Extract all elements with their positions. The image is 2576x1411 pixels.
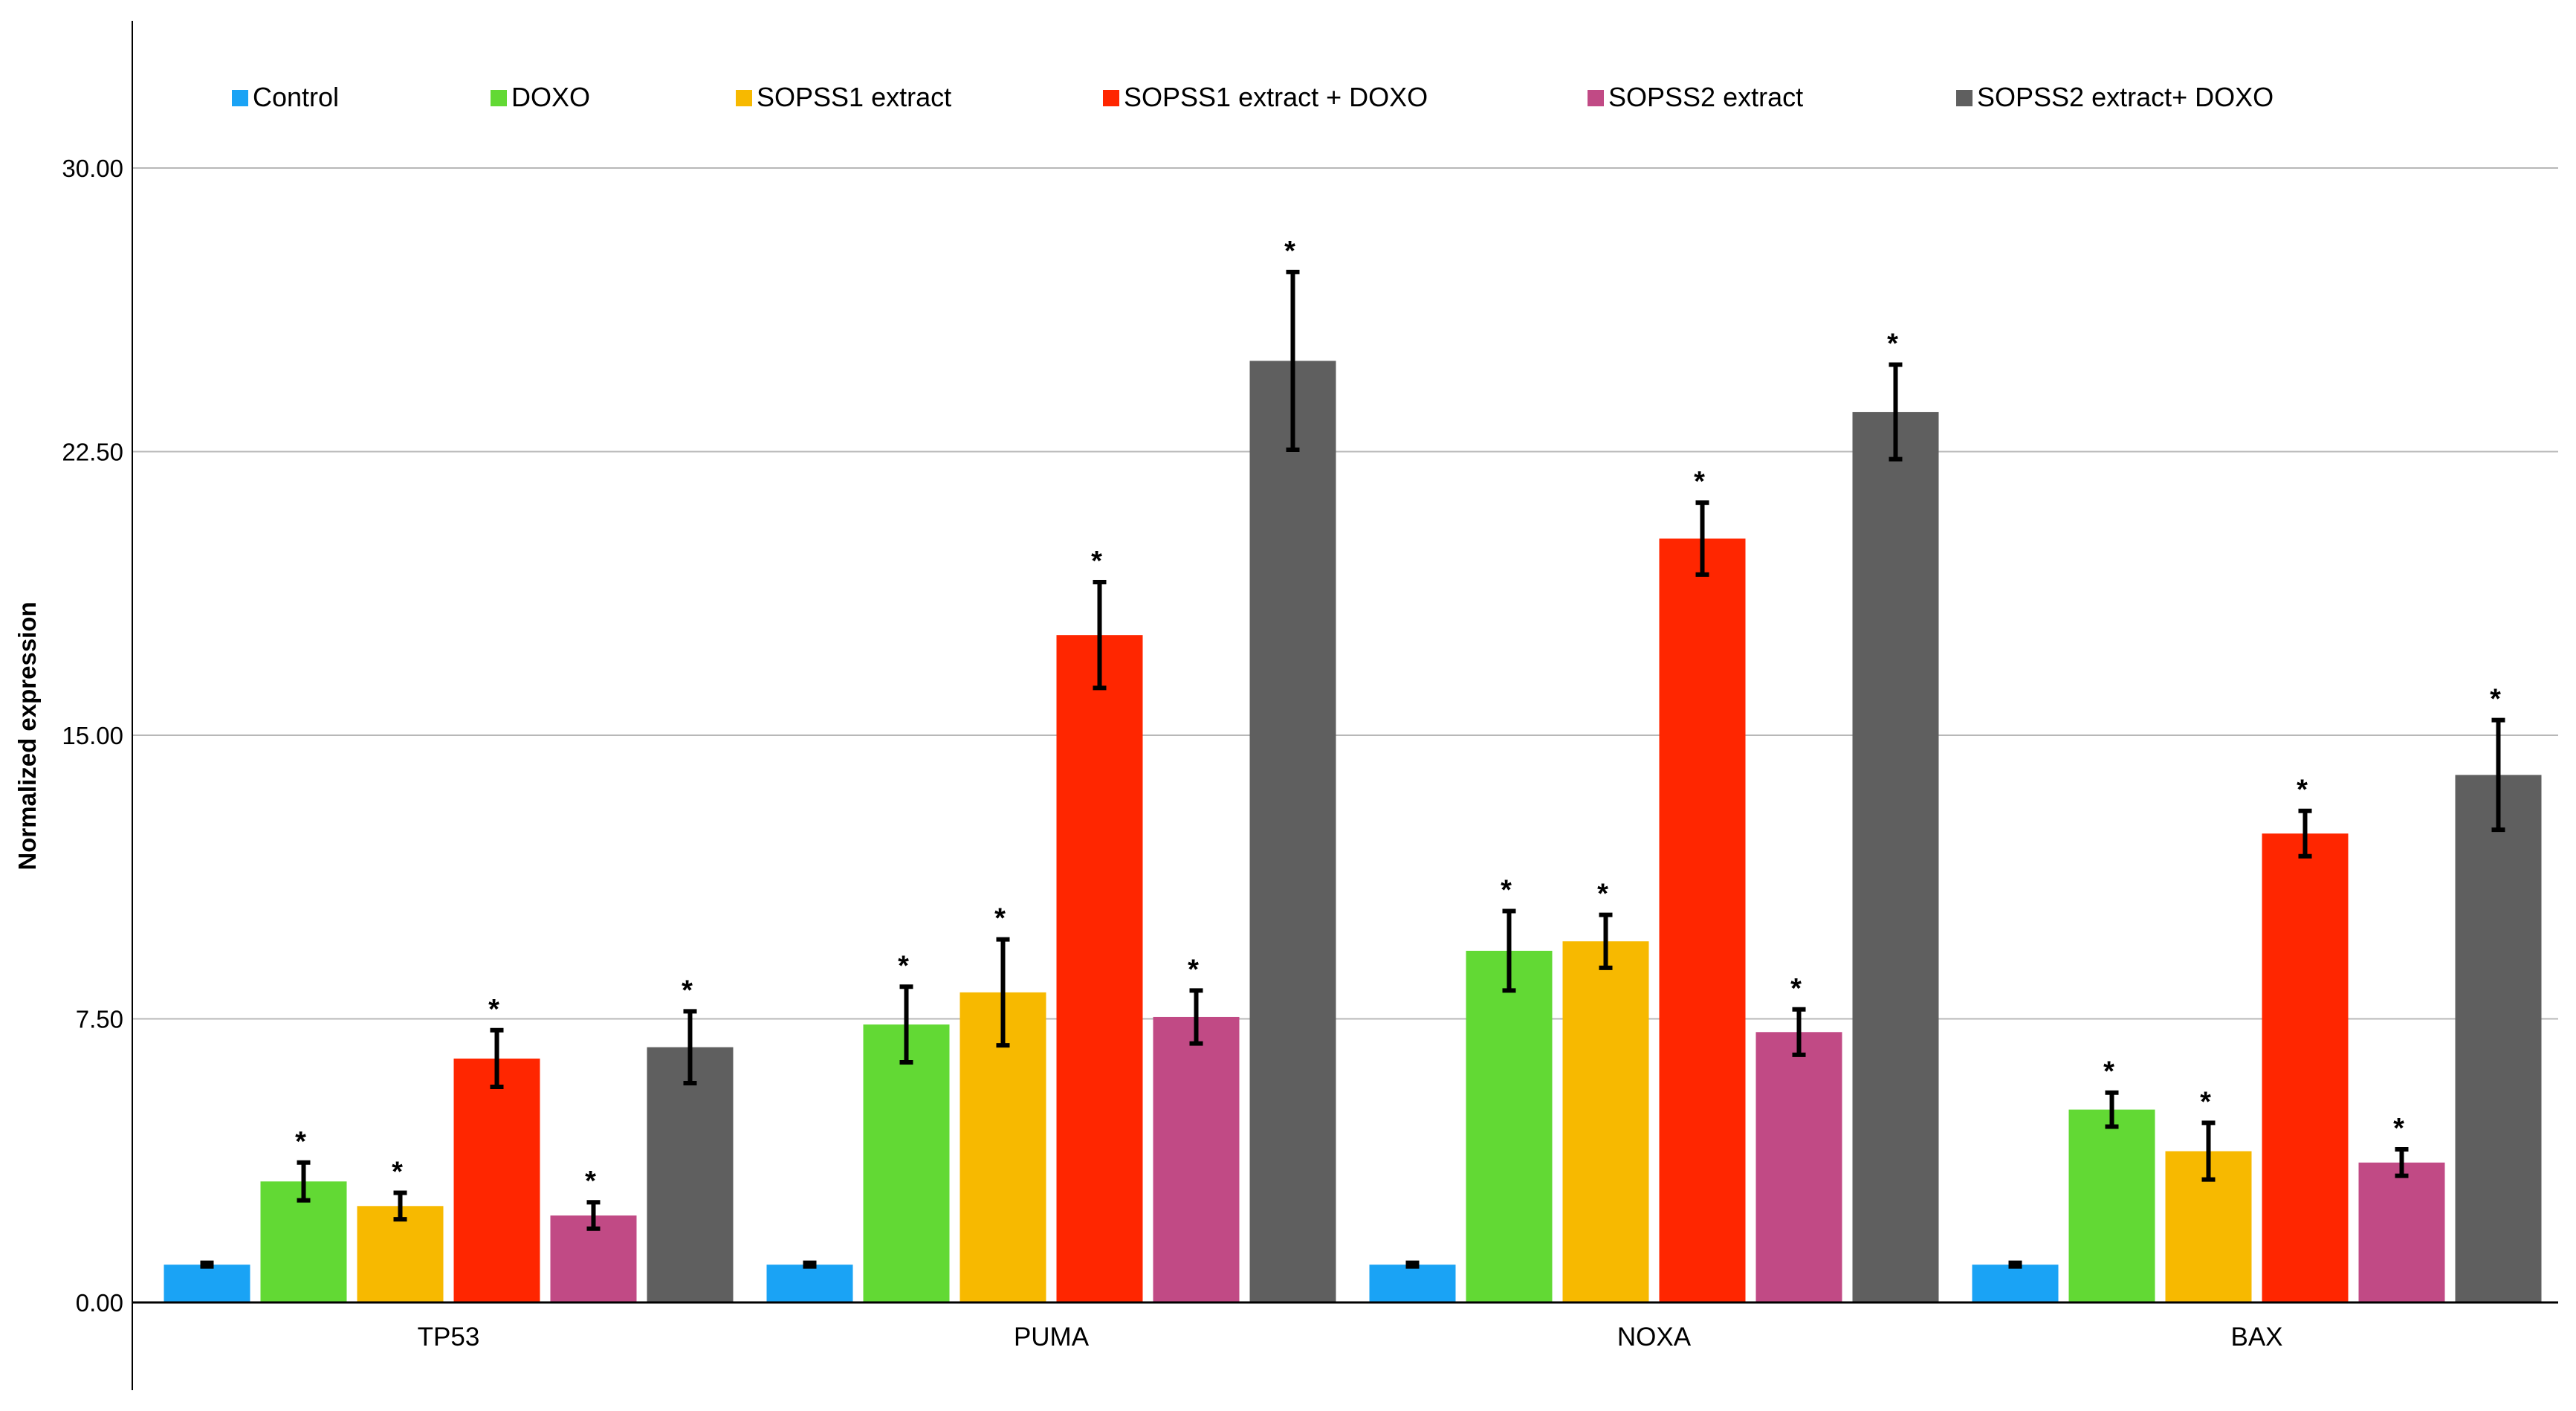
legend-swatch [736, 90, 752, 106]
significance-star: * [2490, 684, 2501, 715]
bar [1972, 1265, 2059, 1302]
grid-lines [132, 167, 2558, 1020]
legend-label: SOPSS2 extract+ DOXO [1977, 82, 2274, 112]
significance-star: * [2393, 1113, 2404, 1144]
y-tick-label: 22.50 [62, 439, 123, 466]
bar [453, 1058, 540, 1302]
significance-star: * [488, 994, 499, 1025]
bar [766, 1265, 853, 1302]
significance-star: * [994, 903, 1006, 934]
bar [1369, 1265, 1456, 1302]
bar [2262, 833, 2349, 1302]
significance-star: * [898, 950, 909, 981]
significance-star: * [2103, 1056, 2114, 1088]
axes [132, 21, 2558, 1390]
significance-star: * [1501, 875, 1512, 906]
x-category-label: BAX [2230, 1323, 2282, 1352]
x-category-label: PUMA [1014, 1323, 1090, 1352]
significance-star: * [1091, 546, 1102, 577]
legend-label: SOPSS1 extract + DOXO [1124, 82, 1428, 112]
y-tick-label: 30.00 [62, 155, 123, 182]
legend-label: DOXO [511, 82, 590, 112]
significance-star: * [295, 1126, 306, 1157]
legend-swatch [232, 90, 248, 106]
bar [647, 1047, 734, 1302]
legend-label: SOPSS2 extract [1608, 82, 1803, 112]
y-tick-labels: 0.00 7.50 15.00 22.50 30.00 [62, 155, 123, 1317]
error-bars [200, 269, 2505, 1269]
bar [1852, 412, 1939, 1302]
bar [863, 1024, 950, 1302]
bars [164, 361, 2542, 1302]
significance-markers: * * * * * * * * * * * * * * * * * * * * [295, 236, 2501, 1197]
bar [1562, 941, 1649, 1302]
legend-swatch [1103, 90, 1119, 106]
bar [1249, 361, 1336, 1302]
bar [1153, 1016, 1240, 1302]
legend-swatch [491, 90, 507, 106]
legend-swatch [1956, 90, 1973, 106]
significance-star: * [682, 975, 693, 1006]
bar [2455, 775, 2542, 1302]
significance-star: * [1284, 236, 1295, 267]
significance-star: * [1188, 954, 1199, 985]
significance-star: * [1887, 329, 1898, 360]
x-category-labels: TP53 PUMA NOXA BAX [418, 1323, 2283, 1352]
legend-label: SOPSS1 extract [757, 82, 951, 112]
y-tick-label: 15.00 [62, 722, 123, 749]
bar [1056, 635, 1143, 1302]
legend-label: Control [253, 82, 339, 112]
significance-star: * [1597, 879, 1608, 910]
y-tick-label: 0.00 [76, 1289, 123, 1317]
y-axis-label: Normalized expression [13, 601, 41, 870]
y-tick-label: 7.50 [76, 1006, 123, 1033]
bar [1659, 538, 1746, 1302]
significance-star: * [392, 1156, 403, 1187]
x-category-label: TP53 [418, 1323, 480, 1352]
significance-star: * [1694, 466, 1705, 497]
legend-swatch [1588, 90, 1604, 106]
significance-star: * [585, 1166, 596, 1197]
bar [164, 1265, 250, 1302]
bar [1755, 1032, 1842, 1302]
significance-star: * [2297, 775, 2308, 806]
bar [2068, 1109, 2155, 1302]
bar [1466, 950, 1553, 1302]
significance-star: * [2200, 1086, 2211, 1117]
x-category-label: NOXA [1617, 1323, 1692, 1352]
bar [357, 1206, 444, 1302]
significance-star: * [1790, 973, 1802, 1004]
legend: Control DOXO SOPSS1 extract SOPSS1 extract … [232, 82, 2274, 112]
bar [2358, 1162, 2445, 1302]
